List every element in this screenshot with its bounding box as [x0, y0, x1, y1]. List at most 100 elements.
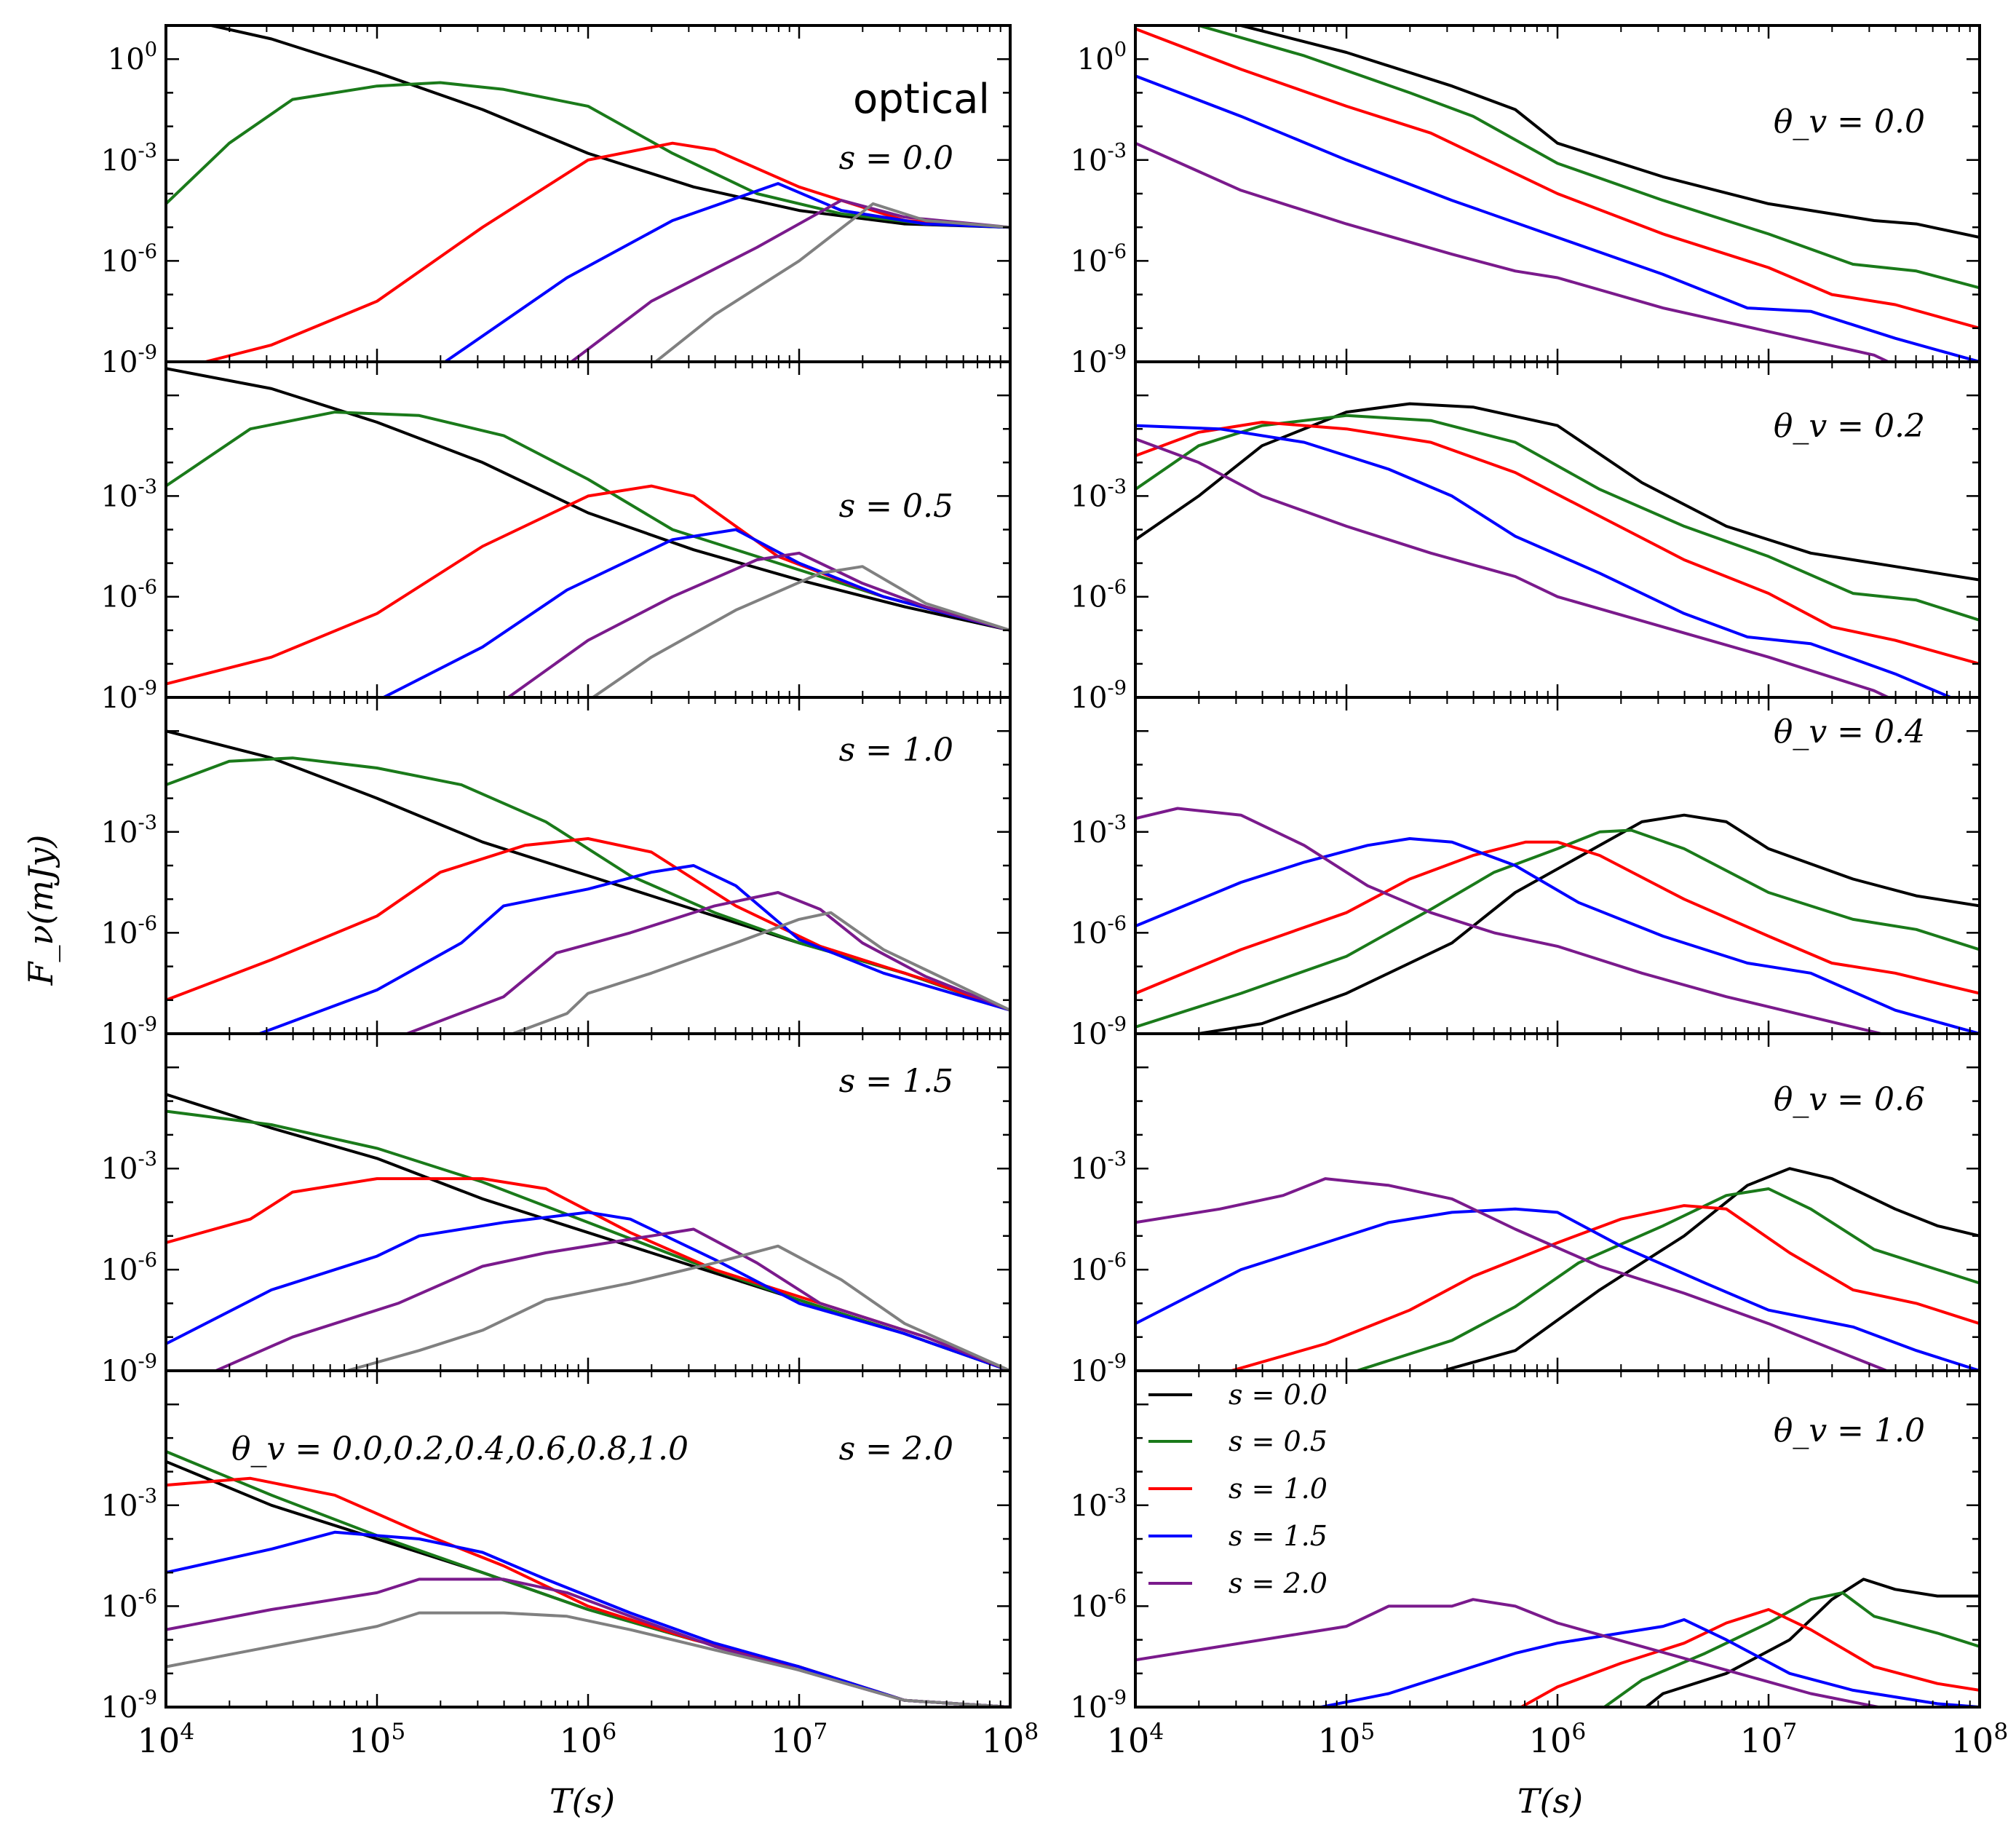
- panel-right-1-ytick-label: 10-9: [1071, 341, 1127, 379]
- legend-label-s20: s = 2.0: [1229, 1567, 1328, 1599]
- panel-right-5-ytick-label: 10-9: [1071, 1687, 1127, 1725]
- panel-left-2-series: [166, 367, 1010, 697]
- panel-left-5-frame: [164, 1369, 1012, 1709]
- panel-right-3-line-0: [1189, 813, 1980, 1034]
- panel-left-4-ytick-label: 10-6: [101, 1249, 157, 1287]
- panel-right-4-ytick-label: 10-6: [1071, 1249, 1127, 1287]
- panel-right-3-ytick-label: 10-3: [1071, 812, 1127, 850]
- optical-label: optical: [853, 76, 990, 123]
- panel-right-4-ytick-label: 10-3: [1071, 1148, 1127, 1186]
- panel-label-left-2: s = 0.5: [839, 488, 953, 525]
- panel-right-5-line-1: [1601, 1591, 1980, 1707]
- panel-right-1-line-1: [1197, 25, 1980, 290]
- panel-left-1: 100 10-3 10-6 10-9: [101, 24, 1012, 379]
- panel-right-1-ytick-label: 100: [1077, 39, 1127, 76]
- panel-left-5-xtick-label: 108: [982, 1719, 1039, 1760]
- panel-left-1-series: [166, 25, 1010, 362]
- panel-left-1-line-0: [205, 25, 1010, 229]
- panel-left-1-ytick-label: 10-3: [101, 140, 157, 178]
- panel-right-5-line-0: [1643, 1577, 1980, 1707]
- panel-label-left-4: s = 1.5: [839, 1063, 953, 1100]
- panel-label-right-1: θ_v = 0.0: [1774, 103, 1925, 140]
- panel-left-5-xtick-label: 106: [560, 1719, 616, 1760]
- panel-label-left-5: s = 2.0: [839, 1430, 953, 1468]
- panel-right-3-series: [1135, 807, 1980, 1034]
- panel-left-4-ytick-label: 10-3: [101, 1148, 157, 1186]
- panel-right-2-line-4: [1135, 438, 1892, 697]
- xlabel-left: T(s): [549, 1781, 615, 1821]
- panel-left-4-line-1: [166, 1109, 1010, 1371]
- legend-label-s10: s = 1.0: [1229, 1473, 1328, 1505]
- panel-right-5-series: [1135, 1577, 1980, 1707]
- panel-right-2-line-3: [1135, 424, 1955, 697]
- panel-right-2-series: [1135, 402, 1980, 697]
- panel-right-1-series: [1135, 25, 1980, 362]
- panel-left-3-ytick-label: 10-3: [101, 812, 157, 850]
- panel-right-4-line-0: [1437, 1167, 1980, 1371]
- xlabel-right: T(s): [1517, 1781, 1583, 1821]
- panel-label-right-5: θ_v = 1.0: [1774, 1412, 1925, 1449]
- panel-right-3-line-3: [1135, 837, 1980, 1034]
- panel-right-1-line-0: [1239, 25, 1980, 239]
- panel-left-2-line-1: [166, 411, 1010, 632]
- panel-right-2-line-1: [1135, 413, 1980, 622]
- panel-right-4-line-3: [1135, 1207, 1980, 1371]
- panel-left-5-ytick-label: 10-3: [101, 1485, 157, 1523]
- panel-right-3-line-4: [1135, 807, 1888, 1034]
- panel-left-1-ytick-label: 10-9: [101, 341, 157, 379]
- ylabel: F_ν(mJy): [21, 835, 60, 986]
- panel-right-2-line-0: [1135, 402, 1980, 582]
- panel-left-4-line-4: [212, 1227, 1010, 1371]
- panel-right-4-ytick-label: 10-9: [1071, 1350, 1127, 1388]
- panel-left-4-ytick-label: 10-9: [101, 1350, 157, 1388]
- panel-left-5-xtick-label: 105: [349, 1719, 405, 1760]
- panel-left-2-line-5: [590, 565, 1010, 697]
- panel-left-2-ytick-label: 10-9: [101, 677, 157, 715]
- panel-right-1-line-3: [1135, 74, 1980, 362]
- panel-left-5-line-1: [166, 1449, 1010, 1707]
- panel-left-5-line-5: [166, 1611, 1010, 1707]
- panel-left-5-line-3: [166, 1530, 1010, 1707]
- panel-right-1-line-2: [1135, 27, 1980, 330]
- panel-left-4-series: [166, 1093, 1010, 1371]
- panel-right-5-xtick-label: 107: [1740, 1719, 1797, 1760]
- panel-left-3-line-3: [255, 864, 1010, 1034]
- panel-left-2: 10-3 10-6 10-9: [101, 360, 1012, 715]
- panel-right-3-ytick-label: 10-9: [1071, 1013, 1127, 1051]
- panel-right-3-ytick-label: 10-6: [1071, 912, 1127, 950]
- panel-right-4-series: [1135, 1167, 1980, 1371]
- plot-area: 10010-310-610-910-310-610-910-310-610-91…: [101, 24, 2008, 1760]
- panel-right-5-xtick-label: 108: [1951, 1719, 2008, 1760]
- panel-right-1-line-4: [1135, 141, 1892, 362]
- panel-right-5-line-4: [1135, 1598, 1886, 1707]
- panel-left-2-ytick-label: 10-6: [101, 577, 157, 614]
- panel-right-2-ytick-label: 10-3: [1071, 475, 1127, 513]
- panel-left-3-line-5: [508, 911, 1010, 1034]
- panel-left-3-series: [166, 729, 1010, 1034]
- panel-left-4-line-0: [166, 1093, 1010, 1371]
- panel-right-5-xtick-label: 105: [1318, 1719, 1375, 1760]
- panel-right-5-xtick-label: 106: [1529, 1719, 1586, 1760]
- panel-right-4-line-1: [1352, 1187, 1980, 1371]
- panel-left-4-line-5: [341, 1244, 1010, 1371]
- panel-left-4-line-3: [166, 1211, 1010, 1371]
- panel-right-3-line-1: [1135, 828, 1980, 1029]
- panel-left-4: 10-3 10-6 10-9: [101, 1032, 1012, 1388]
- panel-left-4-line-2: [166, 1177, 1010, 1371]
- panel-right-4: 10-3 10-6 10-9: [1071, 1032, 1981, 1388]
- panel-right-1-ytick-label: 10-6: [1071, 240, 1127, 278]
- panel-right-2-ytick-label: 10-9: [1071, 677, 1127, 715]
- panel-left-2-line-3: [380, 528, 1010, 697]
- panel-left-1-line-5: [653, 202, 1010, 362]
- panel-left-3-line-4: [402, 891, 1010, 1034]
- panel-right-5-ytick-label: 10-6: [1071, 1586, 1127, 1623]
- legend-label-s15: s = 1.5: [1229, 1520, 1328, 1552]
- panel-left-5-ytick-label: 10-9: [101, 1687, 157, 1725]
- panel-left-2-line-4: [505, 551, 1010, 697]
- panel-label-left-3: s = 1.0: [839, 732, 953, 769]
- panel-left-2-ytick-label: 10-3: [101, 475, 157, 513]
- panel-right-5-xtick-label: 104: [1107, 1719, 1164, 1760]
